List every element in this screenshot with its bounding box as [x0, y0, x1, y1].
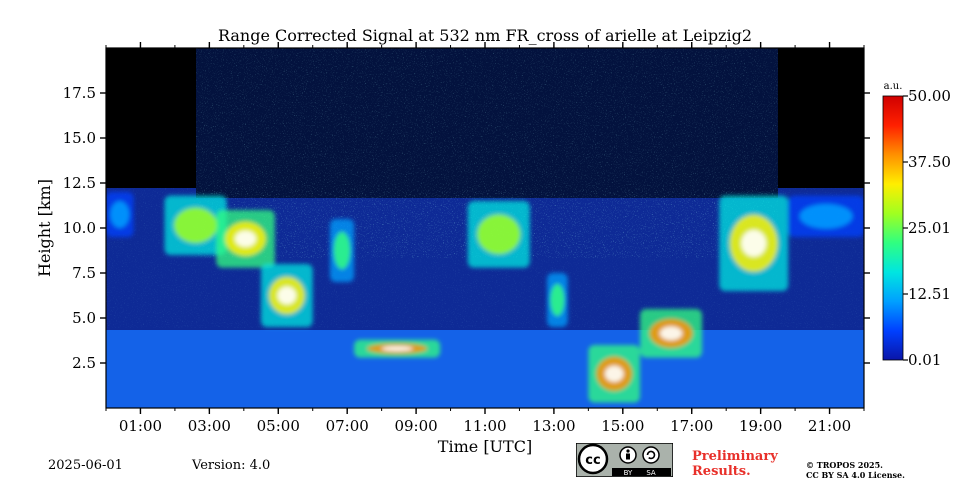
footer-date: 2025-06-01	[48, 458, 123, 473]
cloud-layer-cirrus	[329, 219, 355, 282]
cloud-layer-cirrus	[261, 264, 313, 327]
x-axis-label: Time [UTC]	[438, 437, 532, 456]
x-tick-label: 03:00	[188, 417, 231, 435]
x-tick-label: 13:00	[532, 417, 575, 435]
colorbar-bar	[882, 95, 904, 361]
cloud-layer-boundary_layer_top	[354, 339, 441, 358]
footer-version: Version: 4.0	[192, 458, 271, 473]
y-tick-label: 10.0	[63, 219, 96, 237]
y-tick-label: 5.0	[72, 309, 96, 327]
cc-by-sa-badge: cc BY SA	[576, 443, 673, 477]
cloud-layer-cirrus	[106, 192, 134, 237]
cloud-layer-cirrus	[719, 195, 789, 291]
y-axis-label: Height [km]	[35, 179, 54, 277]
y-tick-label: 12.5	[63, 174, 96, 192]
y-tick-label: 15.0	[63, 129, 96, 147]
sky-black-right	[778, 48, 864, 188]
copyright-line2: CC BY SA 4.0 License.	[806, 470, 905, 480]
cloud-layer-boundary_layer_top	[640, 309, 703, 358]
preliminary-line1: Preliminary	[692, 449, 778, 464]
colorbar-tick-label: 37.50	[908, 153, 951, 171]
chart-title: Range Corrected Signal at 532 nm FR_cros…	[218, 26, 752, 45]
x-tick-label: 21:00	[808, 417, 851, 435]
preliminary-notice: Preliminary Results.	[692, 449, 778, 479]
colorbar: a.u. 0.01 12.51 25.01 37.50 50.00	[882, 81, 951, 369]
colorbar-tick-label: 25.01	[908, 219, 951, 237]
colorbar-ticks: 0.01 12.51 25.01 37.50 50.00	[903, 87, 951, 369]
x-tick-label: 17:00	[670, 417, 713, 435]
y-axis: 2.5 5.0 7.5 10.0 12.5 15.0 17.5	[63, 84, 870, 372]
preliminary-line2: Results.	[692, 464, 751, 479]
copyright-line1: © TROPOS 2025.	[806, 460, 883, 470]
y-tick-label: 17.5	[63, 84, 96, 102]
cloud-layer-cirrus	[216, 210, 275, 268]
cloud-layer-cirrus	[164, 195, 227, 255]
y-tick-label: 2.5	[72, 354, 96, 372]
x-axis: 01:00 03:00 05:00 07:00 09:00 11:00 13:00 15:00…	[105, 42, 865, 435]
cloud-layer-boundary_layer	[588, 345, 641, 403]
x-tick-label: 15:00	[601, 417, 644, 435]
copyright-notice: © TROPOS 2025. CC BY SA 4.0 License.	[806, 460, 905, 480]
cc-logo-text: cc	[585, 453, 600, 468]
colorbar-tick-label: 12.51	[908, 285, 951, 303]
colorbar-unit: a.u.	[884, 81, 903, 92]
x-tick-label: 07:00	[326, 417, 369, 435]
x-tick-label: 01:00	[119, 417, 162, 435]
cloud-layers	[106, 192, 864, 403]
boundary-layer-haze	[106, 330, 864, 408]
colorbar-tick-label: 0.01	[908, 351, 941, 369]
x-tick-label: 19:00	[739, 417, 782, 435]
x-tick-label: 09:00	[394, 417, 437, 435]
plot-area	[106, 48, 864, 408]
badge-by-text: BY	[624, 469, 633, 477]
cc-logo-icon	[577, 443, 609, 475]
cloud-layer-cirrus	[788, 195, 864, 237]
sky-black-left	[106, 48, 196, 188]
cloud-layer-cirrus	[547, 273, 568, 327]
x-tick-label: 05:00	[257, 417, 300, 435]
y-tick-label: 7.5	[72, 264, 96, 282]
badge-sa-text: SA	[646, 469, 656, 477]
x-tick-label: 11:00	[463, 417, 506, 435]
sa-sharealike-icon	[642, 446, 660, 464]
cloud-layer-cirrus	[467, 201, 530, 268]
colorbar-tick-label: 50.00	[908, 87, 951, 105]
